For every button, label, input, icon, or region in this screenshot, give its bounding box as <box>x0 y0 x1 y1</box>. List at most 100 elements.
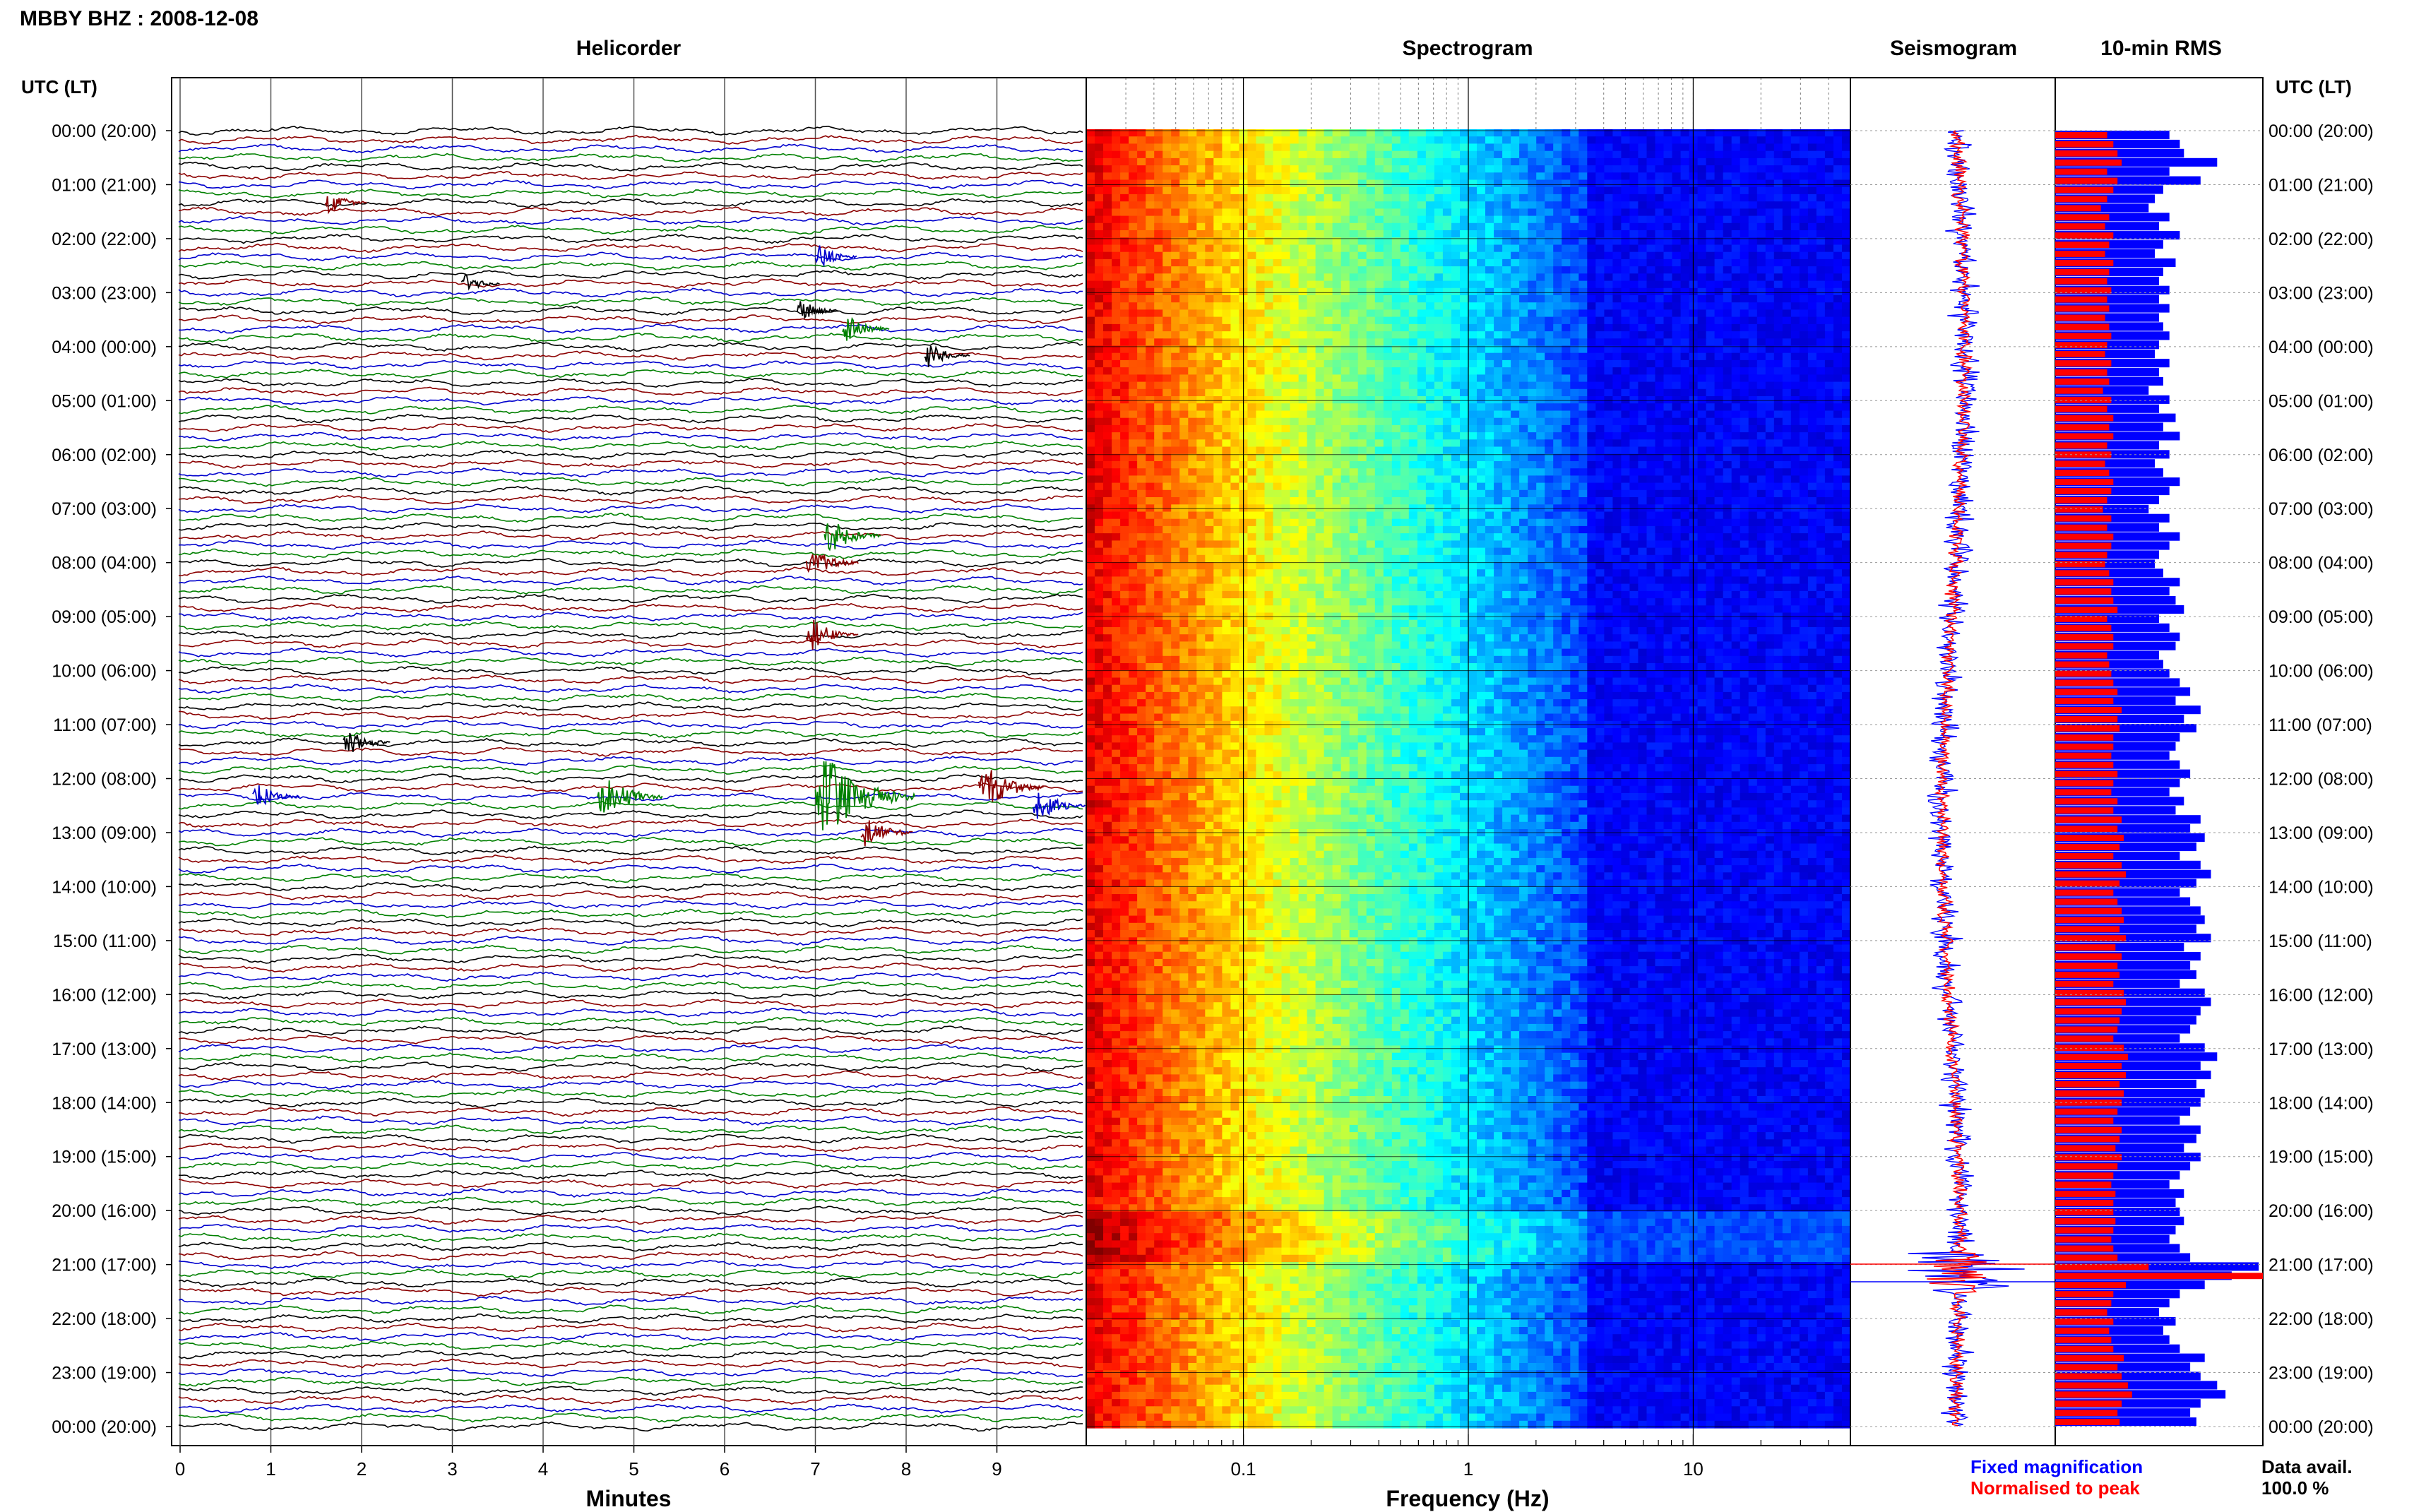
spectrogram-cell <box>1350 367 1359 375</box>
spectrogram-cell <box>1205 259 1214 267</box>
spectrogram-cell <box>1647 324 1656 332</box>
spectrogram-cell <box>1213 187 1223 195</box>
spectrogram-cell <box>1188 252 1197 260</box>
spectrogram-cell <box>1103 497 1112 505</box>
spectrogram-cell <box>1205 331 1214 339</box>
spectrogram-cell <box>1358 172 1367 180</box>
spectrogram-cell <box>1392 504 1401 512</box>
spectrogram-cell <box>1502 165 1511 173</box>
spectrogram-cell <box>1375 324 1384 332</box>
spectrogram-cell <box>1783 418 1792 426</box>
spectrogram-cell <box>1817 389 1826 397</box>
spectrogram-cell <box>1468 454 1477 462</box>
spectrogram-cell <box>1179 172 1189 180</box>
spectrogram-cell <box>1095 252 1104 260</box>
spectrogram-cell <box>1672 151 1682 159</box>
spectrogram-cell <box>1256 475 1265 483</box>
spectrogram-cell <box>1163 425 1172 433</box>
spectrogram-cell <box>1842 288 1851 296</box>
spectrogram-cell <box>1536 158 1545 166</box>
spectrogram-cell <box>1247 338 1256 346</box>
spectrogram-cell <box>1299 143 1308 151</box>
spectrogram-cell <box>1791 331 1800 339</box>
spectrogram-cell <box>1604 230 1613 238</box>
spectrogram-cell <box>1766 432 1775 440</box>
spectrogram-cell <box>1570 447 1579 455</box>
spectrogram-cell <box>1612 396 1622 404</box>
spectrogram-cell <box>1307 208 1316 216</box>
spectrogram-cell <box>1460 331 1469 339</box>
spectrogram-cell <box>1672 288 1682 296</box>
spectrogram-cell <box>1570 454 1579 462</box>
spectrogram-cell <box>1171 273 1180 281</box>
spectrogram-cell <box>1570 259 1579 267</box>
spectrogram-cell <box>1120 201 1129 209</box>
spectrogram-cell <box>1434 331 1444 339</box>
spectrogram-cell <box>1095 151 1104 159</box>
spectrogram-cell <box>1545 382 1554 390</box>
spectrogram-cell <box>1766 309 1775 317</box>
spectrogram-cell <box>1681 497 1690 505</box>
spectrogram-cell <box>1375 309 1384 317</box>
spectrogram-cell <box>1273 447 1283 455</box>
spectrogram-cell <box>1299 273 1308 281</box>
spectrogram-cell <box>1723 447 1732 455</box>
spectrogram-cell <box>1146 208 1155 216</box>
spectrogram-cell <box>1740 151 1749 159</box>
spectrogram-cell <box>1460 396 1469 404</box>
spectrogram-cell <box>1604 418 1613 426</box>
spectrogram-cell <box>1451 331 1461 339</box>
spectrogram-cell <box>1146 252 1155 260</box>
spectrogram-cell <box>1494 360 1503 368</box>
spectrogram-cell <box>1528 439 1537 447</box>
spectrogram-cell <box>1163 324 1172 332</box>
spectrogram-cell <box>1468 273 1477 281</box>
spectrogram-cell <box>1299 223 1308 231</box>
spectrogram-cell <box>1485 259 1494 267</box>
spectrogram-cell <box>1230 367 1239 375</box>
spectrogram-cell <box>1825 468 1834 476</box>
spectrogram-cell <box>1451 497 1461 505</box>
spectrogram-cell <box>1417 309 1427 317</box>
spectrogram-cell <box>1536 324 1545 332</box>
spectrogram-cell <box>1817 504 1826 512</box>
spectrogram-cell <box>1230 475 1239 483</box>
spectrogram-cell <box>1103 208 1112 216</box>
spectrogram-cell <box>1154 187 1163 195</box>
spectrogram-cell <box>1578 411 1588 419</box>
spectrogram-cell <box>1460 418 1469 426</box>
spectrogram-cell <box>1443 338 1452 346</box>
spectrogram-cell <box>1196 216 1206 224</box>
spectrogram-cell <box>1426 295 1435 303</box>
spectrogram-cell <box>1647 187 1656 195</box>
spectrogram-cell <box>1247 497 1256 505</box>
spectrogram-cell <box>1120 136 1129 144</box>
spectrogram-cell <box>1375 411 1384 419</box>
spectrogram-cell <box>1723 418 1732 426</box>
spectrogram-cell <box>1154 324 1163 332</box>
spectrogram-cell <box>1647 230 1656 238</box>
spectrogram-cell <box>1783 194 1792 202</box>
spectrogram-cell <box>1103 475 1112 483</box>
spectrogram-cell <box>1086 403 1095 411</box>
spectrogram-cell <box>1494 403 1503 411</box>
spectrogram-cell <box>1800 454 1809 462</box>
spectrogram-cell <box>1570 396 1579 404</box>
spectrogram-cell <box>1562 497 1571 505</box>
spectrogram-cell <box>1426 411 1435 419</box>
spectrogram-cell <box>1502 302 1511 310</box>
spectrogram-cell <box>1282 396 1291 404</box>
spectrogram-cell <box>1664 208 1673 216</box>
spectrogram-cell <box>1188 411 1197 419</box>
spectrogram-cell <box>1163 165 1172 173</box>
spectrogram-cell <box>1375 165 1384 173</box>
spectrogram-cell <box>1350 432 1359 440</box>
spectrogram-cell <box>1171 201 1180 209</box>
spectrogram-cell <box>1213 216 1223 224</box>
spectrogram-cell <box>1528 461 1537 469</box>
spectrogram-cell <box>1222 360 1231 368</box>
spectrogram-cell <box>1358 208 1367 216</box>
spectrogram-cell <box>1621 396 1630 404</box>
spectrogram-cell <box>1511 194 1520 202</box>
spectrogram-cell <box>1256 497 1265 505</box>
